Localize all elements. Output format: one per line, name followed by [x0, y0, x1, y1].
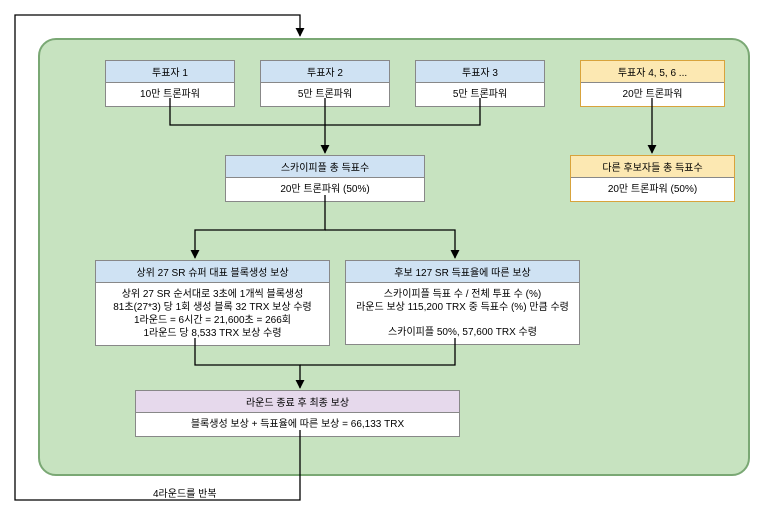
voter-3-node: 투표자 3 5만 트론파워	[415, 60, 545, 107]
final-label: 라운드 종료 후 최종 보상	[136, 391, 459, 413]
others-node: 다른 후보자들 총 득표수 20만 트론파워 (50%)	[570, 155, 735, 202]
skypeople-value: 20만 트론파워 (50%)	[226, 178, 424, 201]
reward-right-body: 스카이피플 득표 수 / 전체 투표 수 (%) 라운드 보상 115,200 …	[346, 283, 579, 344]
final-node: 라운드 종료 후 최종 보상 블록생성 보상 + 득표율에 따른 보상 = 66…	[135, 390, 460, 437]
reward-left-body: 상위 27 SR 순서대로 3초에 1개씩 블록생성 81초(27*3) 당 1…	[96, 283, 329, 345]
reward-left-line: 1라운드 당 8,533 TRX 보상 수령	[100, 327, 325, 340]
skypeople-label: 스카이피플 총 득표수	[226, 156, 424, 178]
loop-label: 4라운드를 반복	[153, 485, 217, 500]
final-value: 블록생성 보상 + 득표율에 따른 보상 = 66,133 TRX	[136, 413, 459, 436]
voter-3-value: 5만 트론파워	[416, 83, 544, 106]
voter-1-node: 투표자 1 10만 트론파워	[105, 60, 235, 107]
voter-456-value: 20만 트론파워	[581, 83, 724, 106]
reward-right-node: 후보 127 SR 득표율에 따른 보상 스카이피플 득표 수 / 전체 투표 …	[345, 260, 580, 345]
voter-3-label: 투표자 3	[416, 61, 544, 83]
reward-left-label: 상위 27 SR 슈퍼 대표 블록생성 보상	[96, 261, 329, 283]
reward-left-line: 1라운드 = 6시간 = 21,600초 = 266회	[100, 314, 325, 327]
voter-1-value: 10만 트론파워	[106, 83, 234, 106]
reward-right-line	[350, 314, 575, 326]
reward-right-label: 후보 127 SR 득표율에 따른 보상	[346, 261, 579, 283]
others-label: 다른 후보자들 총 득표수	[571, 156, 734, 178]
voter-2-node: 투표자 2 5만 트론파워	[260, 60, 390, 107]
reward-left-line: 81초(27*3) 당 1회 생성 블록 32 TRX 보상 수령	[100, 301, 325, 314]
voter-2-label: 투표자 2	[261, 61, 389, 83]
others-value: 20만 트론파워 (50%)	[571, 178, 734, 201]
reward-right-line: 스카이피플 50%, 57,600 TRX 수령	[350, 326, 575, 339]
reward-right-line: 라운드 보상 115,200 TRX 중 득표수 (%) 만큼 수령	[350, 301, 575, 314]
voter-2-value: 5만 트론파워	[261, 83, 389, 106]
voter-456-label: 투표자 4, 5, 6 ...	[581, 61, 724, 83]
voter-456-node: 투표자 4, 5, 6 ... 20만 트론파워	[580, 60, 725, 107]
voter-1-label: 투표자 1	[106, 61, 234, 83]
reward-left-line: 상위 27 SR 순서대로 3초에 1개씩 블록생성	[100, 288, 325, 301]
skypeople-node: 스카이피플 총 득표수 20만 트론파워 (50%)	[225, 155, 425, 202]
reward-left-node: 상위 27 SR 슈퍼 대표 블록생성 보상 상위 27 SR 순서대로 3초에…	[95, 260, 330, 346]
reward-right-line: 스카이피플 득표 수 / 전체 투표 수 (%)	[350, 288, 575, 301]
